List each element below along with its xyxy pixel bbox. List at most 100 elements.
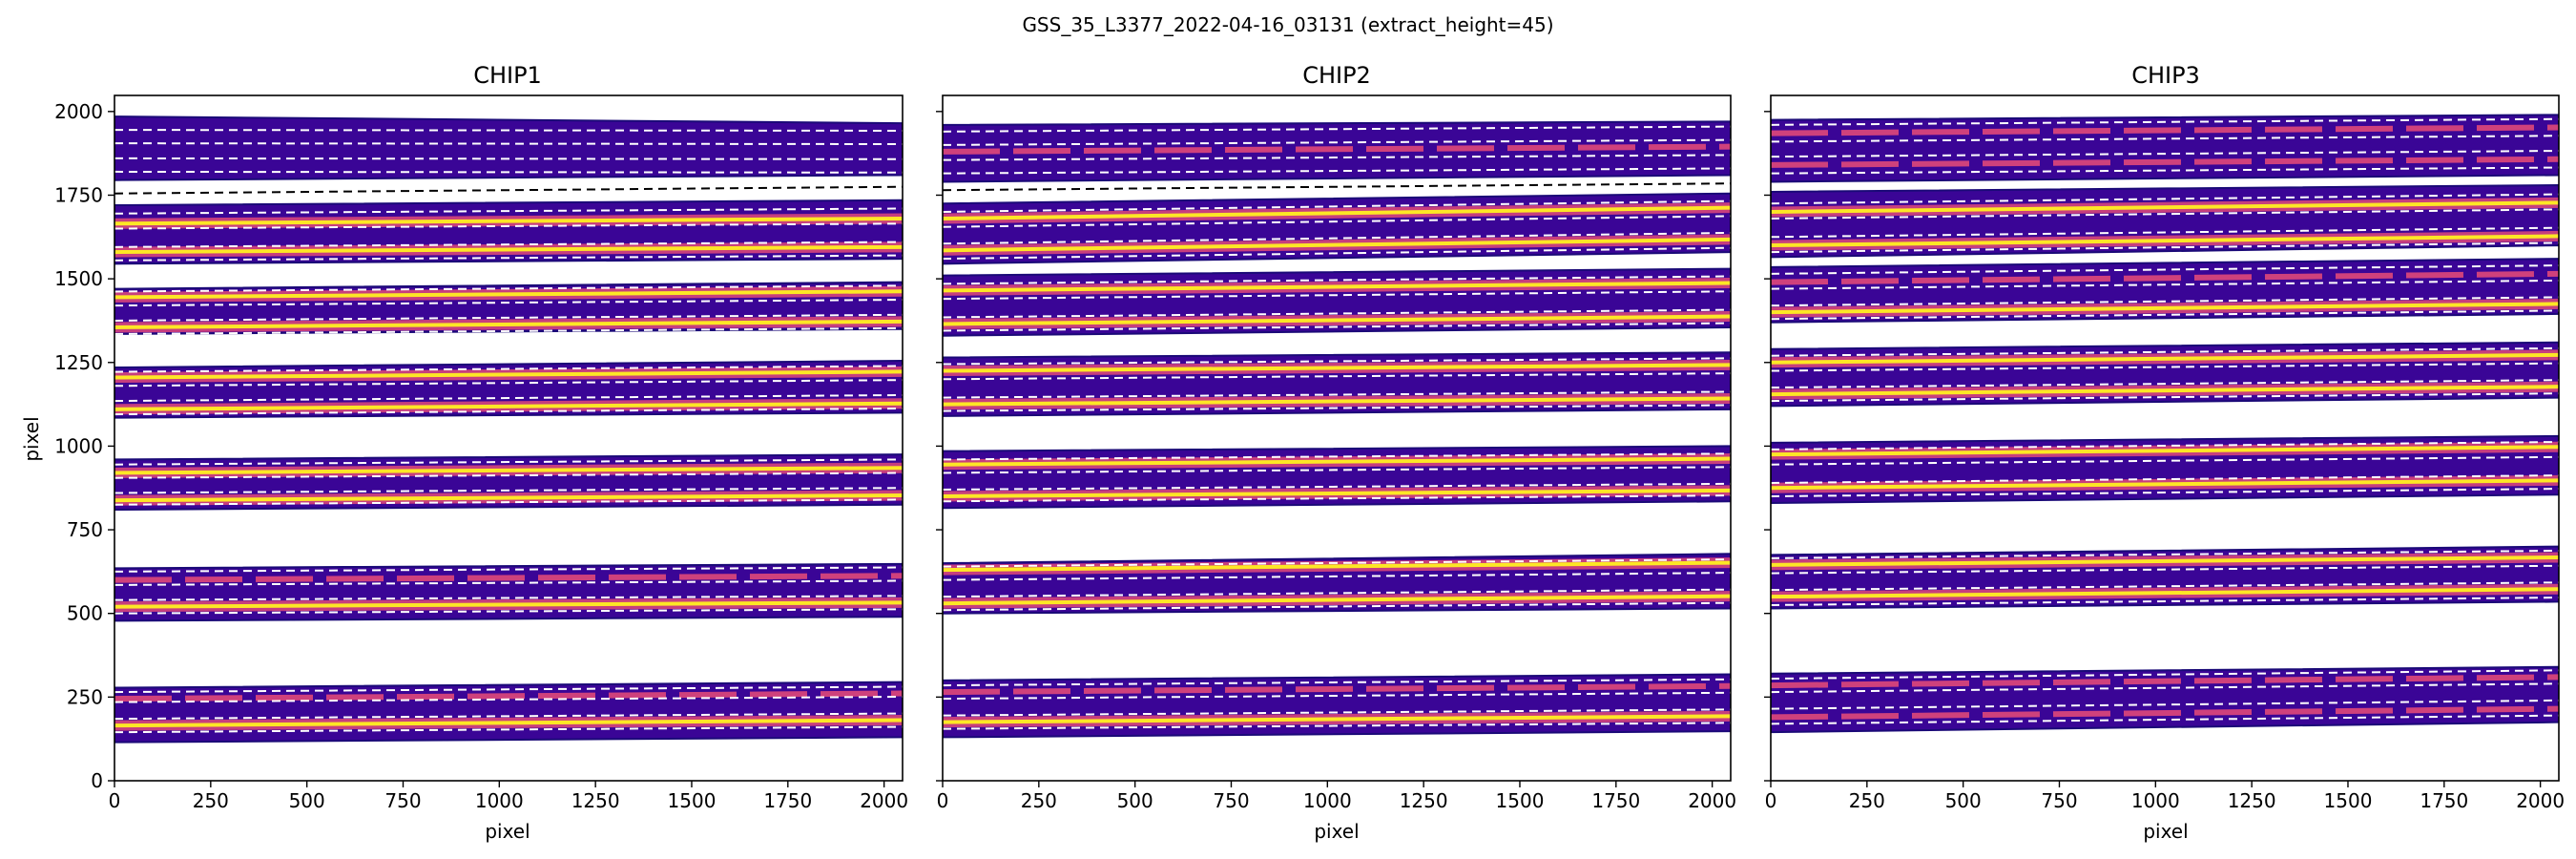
x-tick-label-2000: 2000 — [2516, 789, 2565, 812]
trace-line-4-1 — [943, 404, 1731, 412]
trace-line-2-1 — [1771, 597, 2559, 606]
trace-line-6-3 — [1771, 208, 2559, 220]
spectral-line-bright-1-1 — [943, 714, 1731, 724]
x-tick-label-1750: 1750 — [1591, 789, 1640, 812]
spectral-line-bright-2-1 — [114, 600, 903, 609]
trace-line-5-3 — [114, 299, 903, 307]
trace-line-2-3 — [943, 572, 1731, 581]
x-tick-label-1250: 1250 — [1400, 789, 1448, 812]
trace-line-6-2 — [114, 241, 903, 248]
trace-line-2-1 — [943, 601, 1731, 612]
spectral-line-bright-2-1 — [943, 594, 1731, 606]
spectral-line-bright-4-1 — [114, 401, 903, 411]
trace-line-1-2 — [114, 712, 903, 721]
axes-frame — [942, 94, 1732, 782]
trace-line-7-1 — [114, 170, 903, 174]
spectral-line-bright-5-1 — [1771, 302, 2559, 315]
trace-line-5-4 — [1771, 264, 2559, 275]
trace-line-7-3 — [114, 142, 903, 146]
spectral-line-bright-3-1 — [1771, 478, 2559, 491]
spectral-line-mid-5-1 — [1771, 270, 2559, 285]
spectral-line-bright-6-1 — [943, 237, 1731, 253]
trace-line-6-4 — [114, 207, 903, 215]
trace-line-5-1 — [114, 326, 903, 335]
y-tick-label-1000: 1000 — [54, 434, 103, 457]
trace-line-3-3 — [114, 471, 903, 479]
trace-line-6-2 — [1771, 226, 2559, 239]
trace-line-4-1 — [1771, 392, 2559, 403]
trace-line-7-4 — [943, 125, 1731, 133]
trace-line-7-3 — [943, 138, 1731, 146]
trace-line-7-4 — [114, 129, 903, 132]
spectral-line-bright-3-2 — [943, 456, 1731, 467]
chip3-panel: 0 250 500 750 1000 1250 1500 1750 2000 — [1764, 94, 2565, 812]
trace-line-4-2 — [1771, 379, 2559, 389]
spectral-line-mid-1-1 — [943, 682, 1731, 696]
spectral-line-bright-5-2 — [114, 289, 903, 300]
trace-line-3-2 — [1771, 474, 2559, 484]
x-tick-label-1750: 1750 — [2420, 789, 2468, 812]
y-tick-label-750: 750 — [67, 518, 103, 541]
trace-line-4-2 — [114, 393, 903, 403]
y-tick-label-1250: 1250 — [54, 351, 103, 374]
gap-trace-line-1 — [114, 185, 903, 195]
trace-line-2-2 — [114, 595, 903, 601]
trace-line-4-3 — [1771, 362, 2559, 372]
trace-line-7-1 — [943, 167, 1731, 175]
chip2-panel: 0 250 500 750 1000 1250 1500 1750 2000 — [936, 94, 1736, 812]
spectral-line-bright-4-2 — [943, 363, 1731, 373]
trace-line-1-3 — [943, 691, 1731, 701]
trace-line-4-1 — [114, 407, 903, 416]
x-tick-label-1250: 1250 — [2228, 789, 2276, 812]
trace-line-4-3 — [943, 372, 1731, 381]
chip1-panel: 0 250 500 750 1000 1250 1500 1750 2000 0 250 500 750… — [54, 94, 908, 812]
chip3-title: CHIP3 — [2131, 62, 2200, 89]
trace-line-5-2 — [943, 308, 1731, 319]
y-axis-label: pixel — [20, 416, 43, 461]
trace-line-3-4 — [943, 452, 1731, 461]
x-tick-label-1250: 1250 — [571, 789, 620, 812]
x-tick-label-1000: 1000 — [2131, 789, 2180, 812]
x-tick-label-250: 250 — [193, 789, 229, 812]
y-tick-label-0: 0 — [91, 769, 103, 792]
spectral-line-mid-1-1 — [1771, 705, 2559, 721]
trace-line-3-3 — [943, 466, 1731, 474]
x-tick-label-2000: 2000 — [1688, 789, 1736, 812]
spectral-line-bright-5-1 — [114, 319, 903, 329]
spectral-line-bright-4-2 — [1771, 352, 2559, 365]
spectral-line-bright-5-2 — [943, 281, 1731, 293]
x-tick-label-1000: 1000 — [475, 789, 524, 812]
spectral-line-mid-7-1 — [1771, 156, 2559, 168]
trace-line-5-1 — [1771, 309, 2559, 321]
trace-line-4-2 — [943, 390, 1731, 399]
trace-line-3-3 — [1771, 455, 2559, 466]
order-band-7 — [114, 115, 903, 181]
trace-line-5-3 — [1771, 279, 2559, 290]
spectral-line-mid-1-1 — [114, 690, 903, 702]
chip1-title: CHIP1 — [473, 62, 542, 89]
gap-trace-line-1 — [943, 182, 1731, 192]
trace-line-3-4 — [114, 458, 903, 466]
trace-line-3-2 — [114, 487, 903, 494]
axes-frame — [1770, 94, 2560, 782]
y-tick-label-250: 250 — [67, 685, 103, 708]
trace-line-1-3 — [114, 696, 903, 703]
trace-line-7-2 — [114, 157, 903, 160]
x-tick-label-250: 250 — [1849, 789, 1885, 812]
trace-line-1-4 — [1771, 669, 2559, 681]
spectral-line-bright-1-1 — [114, 718, 903, 728]
trace-line-6-1 — [1771, 241, 2559, 254]
trace-line-7-2 — [1771, 150, 2559, 158]
spectral-line-bright-3-2 — [1771, 445, 2559, 457]
trace-line-7-1 — [1771, 166, 2559, 175]
spectral-line-bright-2-2 — [943, 560, 1731, 573]
trace-line-1-2 — [1771, 699, 2559, 710]
spectral-line-bright-4-1 — [1771, 385, 2559, 397]
trace-line-7-4 — [1771, 117, 2559, 126]
trace-line-1-1 — [943, 722, 1731, 730]
y-tick-label-2000: 2000 — [54, 100, 103, 123]
x-tick-label-250: 250 — [1021, 789, 1057, 812]
spectral-line-bright-6-2 — [114, 217, 903, 226]
x-tick-label-1500: 1500 — [1496, 789, 1545, 812]
